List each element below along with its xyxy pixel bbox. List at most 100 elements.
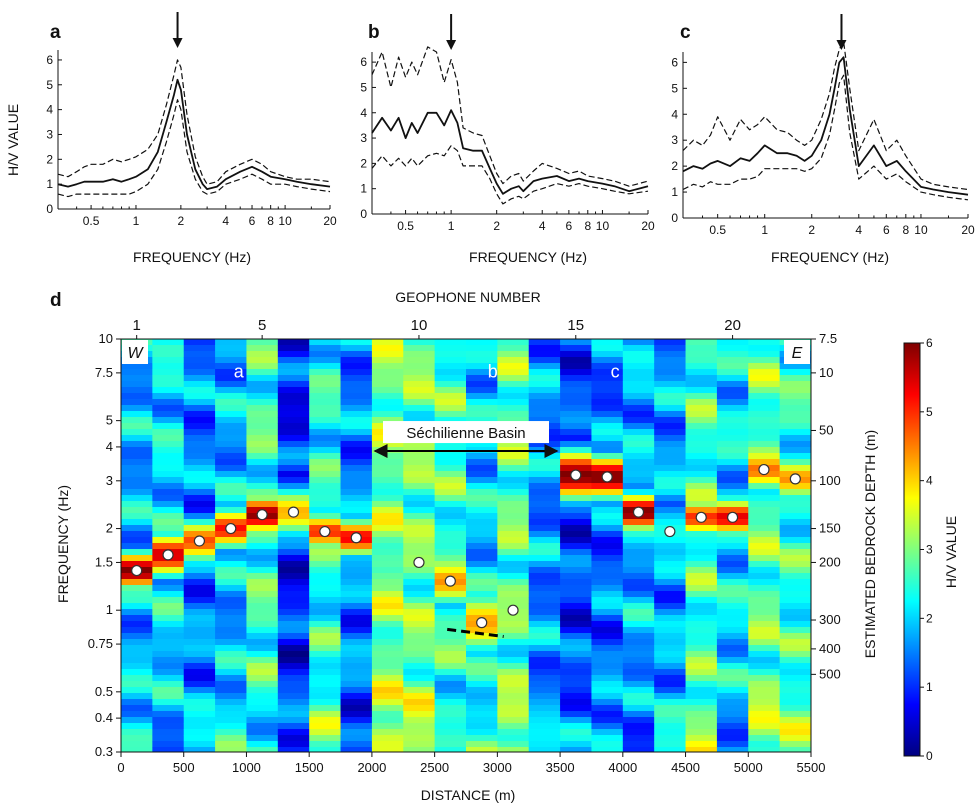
heatmap-cell xyxy=(340,717,373,724)
heatmap-cell xyxy=(403,651,436,658)
heatmap-cell xyxy=(591,729,624,736)
heatmap-cell xyxy=(779,579,812,586)
heatmap-cell xyxy=(121,507,153,514)
heatmap-cell xyxy=(340,681,373,688)
heatmap-cell xyxy=(716,531,749,538)
heatmap-cell xyxy=(309,345,341,352)
heatmap-cell xyxy=(748,507,781,514)
heatmap-cell xyxy=(403,357,436,364)
heatmap-cell xyxy=(371,573,404,580)
heatmap-cell xyxy=(121,435,153,442)
heatmap-cell xyxy=(340,381,373,388)
heatmap-cell xyxy=(622,429,655,436)
heatmap-cell xyxy=(215,675,247,682)
heatmap-cell xyxy=(183,405,216,412)
heatmap-cell xyxy=(716,465,749,472)
heatmap-cell xyxy=(340,417,373,424)
heatmap-cell xyxy=(685,489,718,496)
heatmap-cell xyxy=(685,729,718,736)
heatmap-cell xyxy=(748,681,781,688)
heatmap-cell xyxy=(748,537,781,544)
heatmap-cell xyxy=(716,681,749,688)
heatmap-cell xyxy=(246,423,279,430)
heatmap-cell xyxy=(622,537,655,544)
site-c-label: c xyxy=(611,361,620,381)
heatmap-cell xyxy=(183,591,216,598)
heatmap-cell xyxy=(591,687,624,694)
heatmap-cell xyxy=(528,687,561,694)
heatmap-cell xyxy=(183,387,216,394)
heatmap-cell xyxy=(591,399,624,406)
heatmap-cell xyxy=(183,495,216,502)
heatmap-cell xyxy=(152,417,185,424)
heatmap-cell xyxy=(622,519,655,526)
heatmap-cell xyxy=(340,669,373,676)
heatmap-cell xyxy=(716,501,749,508)
heatmap-cell xyxy=(716,669,749,676)
heatmap-cell xyxy=(748,735,781,742)
heatmap-cell xyxy=(309,459,341,466)
heatmap-cell xyxy=(371,525,404,532)
heatmap-cell xyxy=(183,579,216,586)
heatmap-cell xyxy=(215,537,247,544)
heatmap-cell xyxy=(622,351,655,358)
heatmap-cell xyxy=(121,645,153,652)
heatmap-cell xyxy=(779,441,812,448)
heatmap-cell xyxy=(591,699,624,706)
heatmap-cell xyxy=(277,723,310,730)
heatmap-cell xyxy=(340,357,373,364)
heatmap-cell xyxy=(371,723,404,730)
heatmap-cell xyxy=(277,615,310,622)
heatmap-cell xyxy=(748,663,781,670)
heatmap-cell xyxy=(403,513,436,520)
heatmap-cell xyxy=(246,621,279,628)
heatmap-cell xyxy=(121,543,153,550)
heatmap-cell xyxy=(403,471,436,478)
heatmap-cell xyxy=(121,591,153,598)
heatmap-cell xyxy=(215,555,247,562)
heatmap-cell xyxy=(716,477,749,484)
heatmap-cell xyxy=(497,681,530,688)
heatmap-cell xyxy=(466,549,498,556)
heatmap-cell xyxy=(246,375,279,382)
heatmap-cell xyxy=(246,495,279,502)
heatmap-cell xyxy=(183,603,216,610)
heatmap-cell xyxy=(246,345,279,352)
heatmap-cell xyxy=(497,477,530,484)
heatmap-cell xyxy=(716,735,749,742)
heatmap-cell xyxy=(340,483,373,490)
heatmap-cell xyxy=(183,441,216,448)
heatmap-cell xyxy=(560,597,592,604)
heatmap-cell xyxy=(622,639,655,646)
heatmap-cell xyxy=(309,585,341,592)
heatmap-cell xyxy=(466,483,498,490)
heatmap-cell xyxy=(560,747,592,753)
heatmap-cell xyxy=(685,711,718,718)
basin-label: Séchilienne Basin xyxy=(406,425,525,442)
heatmap-cell xyxy=(246,483,279,490)
heatmap-cell xyxy=(622,489,655,496)
heatmap-cell xyxy=(152,627,185,634)
heatmap-cell xyxy=(309,687,341,694)
heatmap-cell xyxy=(277,567,310,574)
heatmap-cell xyxy=(371,417,404,424)
heatmap-cell xyxy=(528,537,561,544)
heatmap-cell xyxy=(371,363,404,370)
heatmap-cell xyxy=(685,675,718,682)
heatmap-cell xyxy=(560,465,592,472)
heatmap-cell xyxy=(277,633,310,640)
heatmap-cell xyxy=(215,627,247,634)
heatmap-cell xyxy=(403,381,436,388)
heatmap-cell xyxy=(654,393,686,400)
heatmap-cell xyxy=(622,411,655,418)
heatmap-cell xyxy=(528,525,561,532)
heatmap-cell xyxy=(591,429,624,436)
heatmap-cell xyxy=(340,471,373,478)
heatmap-cell xyxy=(183,471,216,478)
heatmap-cell xyxy=(371,669,404,676)
heatmap-cell xyxy=(654,717,686,724)
heatmap-cell xyxy=(528,357,561,364)
heatmap-cell xyxy=(403,747,436,753)
heatmap-cell xyxy=(622,387,655,394)
heatmap-cell xyxy=(748,729,781,736)
